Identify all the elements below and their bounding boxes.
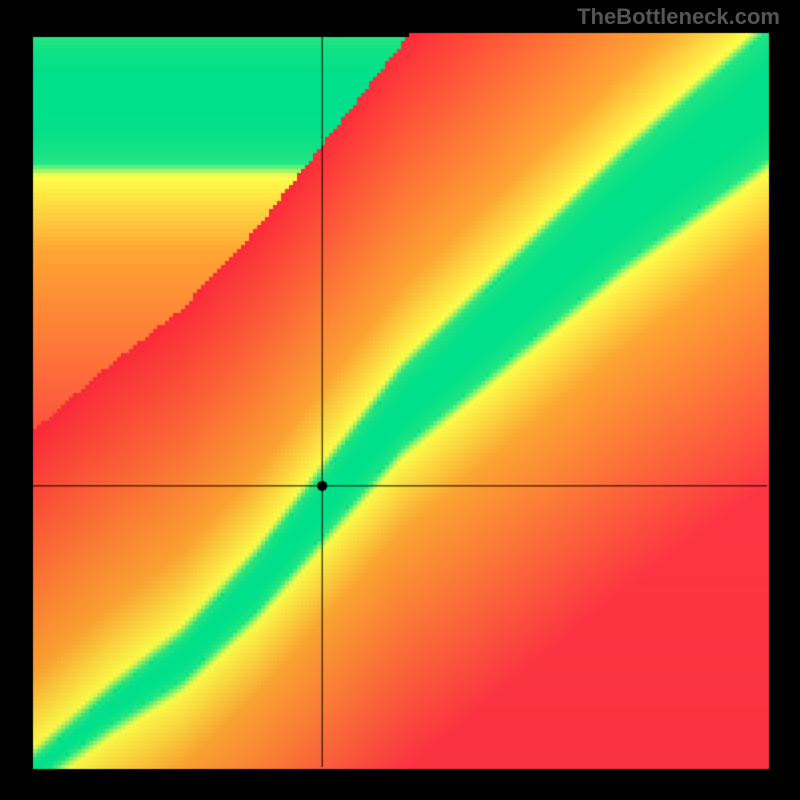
heatmap-canvas [0, 0, 800, 800]
watermark-text: TheBottleneck.com [577, 4, 780, 30]
chart-container: TheBottleneck.com [0, 0, 800, 800]
